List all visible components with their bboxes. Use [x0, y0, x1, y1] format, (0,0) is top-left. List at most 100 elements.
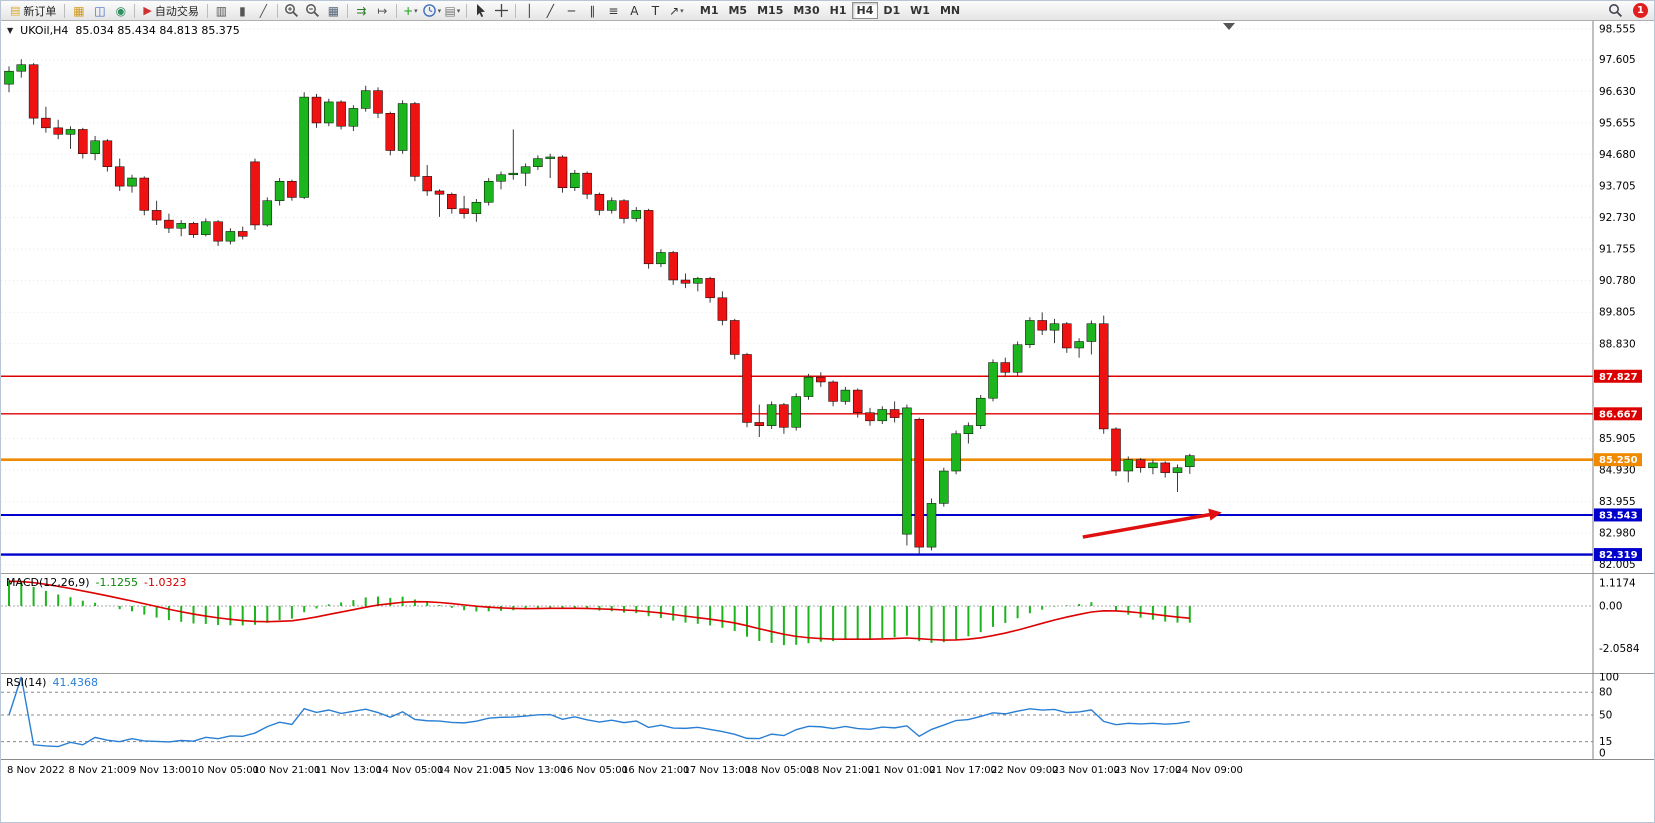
candle — [225, 228, 236, 245]
price-tick-label: 83.955 — [1599, 496, 1636, 508]
candle — [213, 220, 223, 247]
candle — [373, 87, 383, 119]
rsi-panel[interactable]: 100 80 50 15 0 RSI(14) 41.4368 — [1, 673, 1655, 759]
periods-icon[interactable]: ▾ — [421, 2, 442, 20]
templates-icon-caret: ▾ — [456, 6, 461, 15]
equidistant-channel-icon[interactable]: ∥ — [582, 2, 603, 20]
cursor-icon[interactable] — [470, 2, 491, 20]
macd-indicator-chart[interactable]: 1.1174 0.00 -2.0584 — [1, 573, 1655, 673]
one-click-trading-icon[interactable]: ▼ — [7, 26, 14, 35]
candle — [557, 155, 568, 193]
candle — [1185, 453, 1195, 474]
auto-trading-button[interactable]: ▶ 自动交易 — [138, 2, 203, 20]
candle — [176, 220, 186, 237]
text-label-icon[interactable]: T — [645, 2, 666, 20]
line-chart-icon[interactable]: ╱ — [253, 2, 274, 20]
toolbar-separator — [465, 3, 467, 18]
templates-icon[interactable]: ▤ ▾ — [442, 2, 463, 20]
crosshair-icon[interactable] — [491, 2, 512, 20]
candle — [668, 250, 678, 285]
candlestick-chart-icon[interactable]: ▮ — [232, 2, 253, 20]
arrows-icon[interactable]: ↗ ▾ — [666, 2, 687, 20]
candle — [779, 403, 789, 434]
time-label: 24 Nov 09:00 — [1175, 765, 1243, 776]
horizontal-line-icon[interactable]: ─ — [561, 2, 582, 20]
timeframe-mn-button[interactable]: MN — [939, 4, 961, 17]
rsi-tick-label: 50 — [1599, 710, 1612, 722]
macd-panel[interactable]: 1.1174 0.00 -2.0584 MACD(12,26,9) -1.1255 … — [1, 573, 1655, 673]
candle — [1098, 315, 1109, 434]
auto-scroll-icon[interactable]: ⇉ — [351, 2, 372, 20]
bar-chart-icon-glyph: ▥ — [215, 3, 228, 18]
bar-chart-icon[interactable]: ▥ — [211, 2, 232, 20]
timeframe-m1-button[interactable]: M1 — [699, 4, 719, 17]
annotation-arrow-line[interactable] — [1082, 512, 1215, 539]
auto-scroll-icon-glyph: ⇉ — [356, 3, 367, 18]
candle — [742, 352, 752, 428]
new-order-button[interactable]: ▤ 新订单 — [5, 2, 61, 20]
candle — [65, 126, 76, 149]
price-chart[interactable]: 98.555 97.605 96.630 95.655 94.680 93.705 92.7… — [1, 21, 1655, 573]
candle — [471, 199, 482, 222]
candle — [520, 163, 531, 187]
candle — [729, 318, 740, 360]
candle — [385, 111, 396, 156]
indicators-icon[interactable]: + ▾ — [400, 2, 421, 20]
annotation-arrow-head[interactable] — [1208, 508, 1222, 521]
candle — [188, 221, 199, 238]
vertical-line-icon[interactable]: │ — [519, 2, 540, 20]
candle — [102, 139, 113, 172]
text-icon[interactable]: A — [624, 2, 645, 20]
zoom-in-icon[interactable] — [281, 2, 302, 20]
timeframe-m5-button[interactable]: M5 — [728, 4, 748, 17]
market-watch-icon-glyph: ▦ — [73, 3, 85, 18]
tile-windows-icon[interactable]: ▦ — [323, 2, 344, 20]
rsi-name: RSI(14) — [6, 676, 47, 689]
timeframe-m30-button[interactable]: M30 — [793, 4, 820, 17]
search-icon[interactable] — [1605, 2, 1626, 20]
timeframe-w1-button[interactable]: W1 — [910, 4, 930, 17]
time-label: 14 Nov 05:00 — [376, 765, 444, 776]
candle — [53, 119, 63, 140]
candle — [1000, 357, 1011, 378]
notification-badge[interactable]: 1 — [1633, 3, 1648, 18]
timeframe-h1-button[interactable]: H1 — [829, 4, 847, 17]
macd-tick-label: 0.00 — [1599, 600, 1622, 612]
chart-shift-marker[interactable] — [1223, 23, 1235, 30]
zoom-out-icon[interactable] — [302, 2, 323, 20]
arrows-icon-glyph: ↗ — [669, 3, 680, 18]
timeframe-h4-button[interactable]: H4 — [851, 2, 879, 19]
time-label: 15 Nov 13:00 — [499, 765, 567, 776]
data-window-icon[interactable]: ◫ — [89, 2, 110, 20]
periods-icon-caret: ▾ — [437, 6, 442, 15]
market-watch-icon[interactable]: ▦ — [68, 2, 89, 20]
candle — [656, 249, 666, 268]
time-axis[interactable]: 8 Nov 2022 8 Nov 21:00 9 Nov 13:00 10 Nov 0… — [1, 759, 1654, 781]
svg-text:82.319: 82.319 — [1599, 550, 1638, 561]
candle — [16, 59, 27, 78]
candlestick-chart-icon-glyph: ▮ — [239, 3, 246, 18]
chart-panel[interactable]: 98.555 97.605 96.630 95.655 94.680 93.705 92.7… — [1, 21, 1655, 573]
rsi-value: 41.4368 — [52, 676, 98, 689]
price-axis[interactable] — [1593, 21, 1655, 573]
candle — [852, 388, 863, 418]
candle — [951, 430, 961, 475]
candle — [90, 135, 100, 161]
candle — [705, 276, 715, 303]
candle — [1123, 456, 1134, 483]
fibonacci-icon[interactable]: ≡ — [603, 2, 624, 20]
macd-tick-label: 1.1174 — [1599, 577, 1636, 589]
timeframe-d1-button[interactable]: D1 — [883, 4, 901, 17]
timeframe-toolbar: M1 M5 M15 M30 H1 H4 D1 W1 MN — [695, 2, 965, 19]
toolbar-separator — [134, 3, 136, 18]
toolbar-separator — [276, 3, 278, 18]
time-label: 9 Nov 13:00 — [130, 765, 192, 776]
rsi-line — [8, 676, 1190, 748]
timeframe-m15-button[interactable]: M15 — [757, 4, 784, 17]
candle — [250, 158, 260, 230]
candle — [201, 218, 211, 237]
chart-shift-icon[interactable]: ↦ — [372, 2, 393, 20]
rsi-indicator-chart[interactable]: 100 80 50 150 — [1, 673, 1655, 759]
trendline-icon[interactable]: ╱ — [540, 2, 561, 20]
navigator-icon[interactable]: ◉ — [110, 2, 131, 20]
